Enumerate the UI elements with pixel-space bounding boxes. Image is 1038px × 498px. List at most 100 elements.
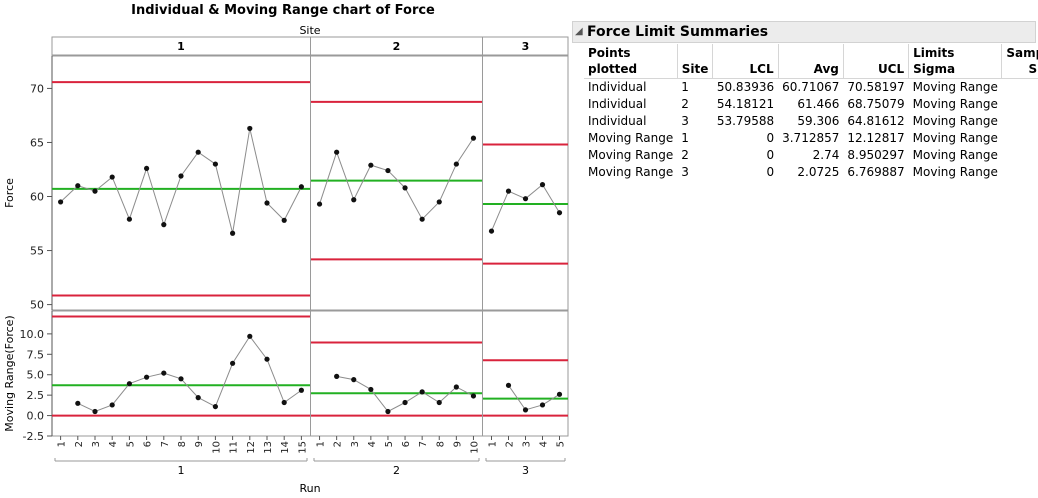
y-tick-label: 7.5 [27, 348, 45, 361]
x-tick-label: 1 [57, 441, 68, 447]
individual-point [92, 188, 98, 194]
y-axis-label-force: Force [3, 178, 16, 208]
cell-sample-size: 1 [1002, 147, 1038, 164]
cell-limits-sigma: Moving Range [912, 131, 998, 145]
moving-range-point [75, 400, 81, 406]
x-tick-label: 5 [384, 441, 395, 447]
summary-panel-header[interactable]: ◢ Force Limit Summaries [572, 21, 1036, 43]
cell-lcl: 0 [766, 148, 775, 162]
cell-site: 1 [681, 80, 689, 94]
individual-series-line [60, 128, 302, 234]
individual-point [522, 196, 529, 202]
individual-point [109, 174, 115, 180]
moving-range-point [470, 393, 477, 399]
individual-point [316, 201, 323, 207]
x-tick-label: 3 [91, 441, 102, 447]
x-tick-label: 6 [143, 441, 154, 447]
cell-site: 2 [681, 97, 689, 111]
x-tick-label: 2 [333, 441, 344, 447]
individual-point [436, 199, 442, 205]
moving-range-point [402, 399, 408, 406]
x-tick-label: 3 [350, 441, 361, 447]
x-tick-label: 10 [469, 441, 480, 454]
individual-point [453, 161, 459, 167]
cell-avg: 60.71067 [782, 80, 840, 94]
cell-avg: 59.306 [797, 114, 840, 128]
moving-range-series-line [77, 335, 302, 413]
x-tick-label: 5 [125, 441, 136, 447]
cell-limits-sigma: Moving Range [912, 97, 998, 111]
individual-point [470, 135, 477, 141]
moving-range-point [385, 408, 391, 415]
collapse-triangle-icon[interactable]: ◢ [575, 26, 583, 37]
cell-ucl: 6.769887 [847, 165, 905, 179]
col-avg: Avg [777, 44, 844, 79]
y-tick-label: 55 [30, 245, 44, 258]
x-tick-label: 13 [263, 441, 274, 454]
table-row: Moving Range 1 0 3.712857 12.12817 Moving Ran… [584, 130, 1038, 147]
individual-point [385, 167, 391, 174]
cell-lcl: 0 [766, 165, 775, 179]
y-tick-label: 5.0 [27, 369, 45, 382]
moving-range-point [522, 407, 529, 413]
y-tick-label: 2.5 [27, 389, 45, 402]
cell-points-plotted: Individual [588, 80, 647, 94]
cell-sample-size: 1 [1002, 79, 1038, 97]
x-tick-label: 9 [452, 441, 463, 447]
cell-site: 3 [681, 114, 689, 128]
individual-point [144, 165, 150, 172]
group-header-label: 1 [177, 40, 185, 53]
cell-sample-size: 1 [1002, 164, 1038, 181]
y-tick-label: 50 [30, 299, 44, 312]
cell-avg: 3.712857 [782, 131, 840, 145]
moving-range-point [453, 384, 459, 390]
individual-point [161, 222, 167, 228]
y-tick-label: 10.0 [20, 328, 45, 341]
moving-range-point [539, 402, 546, 408]
individual-point [351, 197, 357, 203]
cell-avg: 2.0725 [797, 165, 840, 179]
cell-points-plotted: Individual [588, 97, 647, 111]
x-tick-label: 1 [488, 441, 499, 447]
individual-point [488, 228, 495, 234]
individual-point [539, 182, 546, 188]
table-row: Moving Range 2 0 2.74 8.950297 Moving Range 1 [584, 147, 1038, 164]
group-bottom-label: 1 [178, 464, 185, 477]
moving-range-point [368, 386, 374, 393]
moving-range-point [556, 391, 563, 397]
individual-point [247, 125, 253, 132]
control-chart: Individual & Moving Range chart of Force… [3, 3, 569, 495]
individual-point [419, 216, 425, 222]
x-tick-label: 4 [108, 441, 119, 447]
col-ucl: UCL [842, 44, 909, 79]
individual-point [281, 217, 287, 223]
cell-avg: 2.74 [812, 148, 840, 162]
cell-site: 3 [681, 165, 689, 179]
y-tick-label: -2.5 [23, 430, 44, 443]
individual-point [195, 149, 201, 155]
moving-range-point [109, 402, 115, 408]
cell-avg: 61.466 [797, 97, 840, 111]
cell-limits-sigma: Moving Range [912, 114, 998, 128]
cell-ucl: 64.81612 [847, 114, 905, 128]
x-axis-label: Run [299, 482, 320, 495]
x-tick-label: 14 [280, 441, 291, 454]
cell-ucl: 70.58197 [847, 80, 905, 94]
individual-point [402, 185, 408, 191]
x-tick-label: 6 [401, 441, 412, 447]
moving-range-point [351, 377, 357, 383]
individual-point [75, 183, 81, 189]
moving-range-point [195, 395, 201, 401]
col-limits-sigma: Limits Sigma [908, 44, 1002, 79]
cell-limits-sigma: Moving Range [912, 80, 998, 94]
x-tick-label: 7 [160, 441, 171, 447]
x-tick-label: 2 [505, 441, 516, 447]
x-tick-label: 1 [316, 441, 327, 447]
x-tick-label: 4 [539, 441, 550, 447]
moving-range-point [144, 374, 150, 380]
cell-points-plotted: Individual [588, 114, 647, 128]
cell-site: 2 [681, 148, 689, 162]
cell-lcl: 0 [766, 131, 775, 145]
x-tick-label: 7 [418, 441, 429, 447]
individual-point [58, 199, 64, 205]
